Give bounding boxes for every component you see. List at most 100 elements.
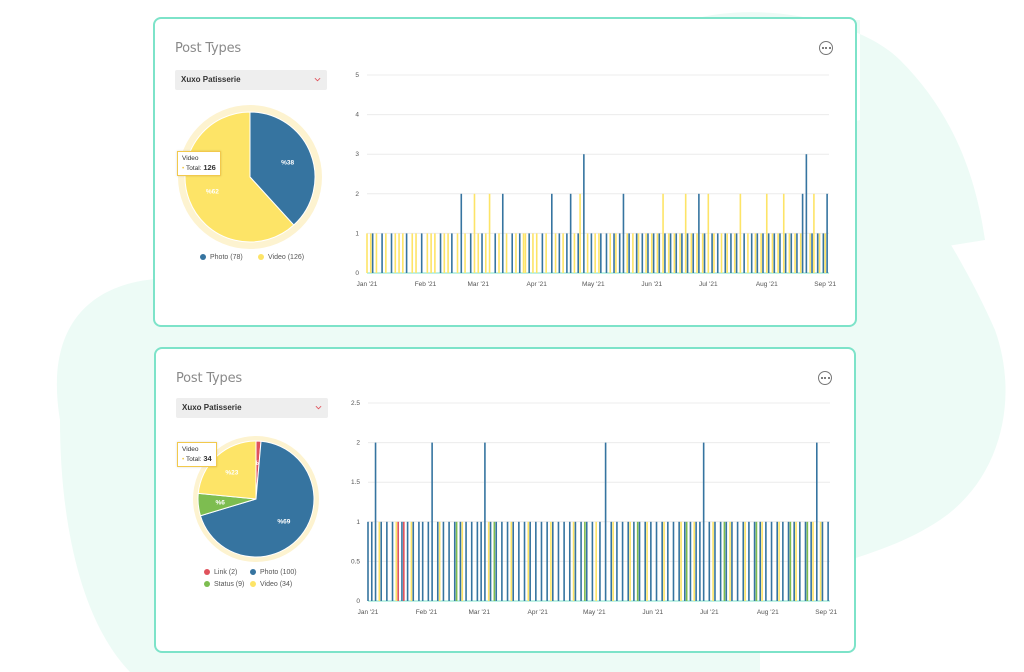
bar-photo[interactable] (647, 233, 649, 273)
bar-photo[interactable] (605, 233, 608, 273)
bar-photo[interactable] (401, 521, 403, 601)
bar-photo[interactable] (750, 233, 753, 273)
bar-photo[interactable] (765, 521, 767, 601)
bar-status[interactable] (685, 521, 688, 601)
bar-video[interactable] (579, 193, 581, 273)
bar-video[interactable] (782, 193, 785, 273)
bar-video[interactable] (402, 233, 404, 273)
bar-video[interactable] (629, 521, 631, 601)
bar-photo[interactable] (577, 233, 579, 273)
bar-video[interactable] (690, 233, 693, 273)
bar-photo[interactable] (826, 193, 828, 273)
bar-video[interactable] (426, 233, 429, 273)
bar-video[interactable] (726, 233, 728, 273)
bar-photo[interactable] (714, 521, 716, 601)
bar-photo[interactable] (816, 442, 818, 601)
bar-photo[interactable] (566, 233, 568, 273)
bar-photo[interactable] (776, 521, 778, 601)
bar-photo[interactable] (782, 521, 784, 601)
bar-photo[interactable] (494, 233, 497, 273)
bar-photo[interactable] (495, 521, 498, 601)
bar-photo[interactable] (412, 521, 415, 601)
bar-photo[interactable] (421, 521, 424, 601)
bar-photo[interactable] (374, 442, 377, 601)
bar-photo[interactable] (822, 233, 825, 273)
bar-video[interactable] (680, 521, 682, 601)
bar-photo[interactable] (743, 233, 745, 273)
bar-photo[interactable] (686, 233, 689, 273)
bar-photo[interactable] (557, 521, 560, 601)
bar-photo[interactable] (618, 233, 621, 273)
bar-photo[interactable] (748, 521, 750, 601)
bar-photo[interactable] (551, 193, 553, 273)
bar-photo[interactable] (569, 193, 572, 273)
bar-video[interactable] (498, 233, 500, 273)
bar-link[interactable] (403, 521, 405, 601)
bar-photo[interactable] (804, 521, 807, 601)
bar-photo[interactable] (627, 521, 630, 601)
bar-video[interactable] (434, 233, 436, 273)
bar-video[interactable] (554, 233, 557, 273)
bar-video[interactable] (487, 521, 490, 601)
pie-slice-photo[interactable] (199, 440, 315, 558)
bar-video[interactable] (477, 233, 480, 273)
bar-photo[interactable] (821, 521, 824, 601)
bar-video[interactable] (378, 521, 381, 601)
bar-photo[interactable] (810, 521, 812, 601)
bar-photo[interactable] (511, 233, 513, 273)
bar-photo[interactable] (380, 521, 382, 601)
bar-photo[interactable] (652, 233, 655, 273)
bar-video[interactable] (415, 233, 417, 273)
bar-photo[interactable] (770, 521, 773, 601)
bar-photo[interactable] (552, 521, 554, 601)
bar-video[interactable] (747, 233, 749, 273)
bar-video[interactable] (818, 233, 821, 273)
bar-photo[interactable] (773, 233, 776, 273)
bar-video[interactable] (760, 233, 762, 273)
bar-video[interactable] (488, 193, 491, 273)
bar-photo[interactable] (672, 521, 675, 601)
bar-photo[interactable] (724, 233, 727, 273)
bar-photo[interactable] (695, 521, 697, 601)
bar-video[interactable] (632, 233, 634, 273)
bar-photo[interactable] (465, 521, 467, 601)
bar-video[interactable] (794, 233, 796, 273)
bar-video[interactable] (595, 521, 597, 601)
bar-photo[interactable] (827, 521, 829, 601)
bar-photo[interactable] (600, 233, 602, 273)
bar-video[interactable] (799, 233, 802, 273)
bar-photo[interactable] (453, 521, 456, 601)
bar-photo[interactable] (708, 521, 711, 601)
bar-photo[interactable] (568, 521, 571, 601)
bar-photo[interactable] (484, 442, 486, 601)
bar-photo[interactable] (604, 442, 607, 601)
bar-photo[interactable] (703, 233, 706, 273)
bar-video[interactable] (707, 193, 710, 273)
bar-video[interactable] (598, 233, 600, 273)
bar-video[interactable] (701, 233, 704, 273)
bar-photo[interactable] (460, 193, 463, 273)
bar-photo[interactable] (489, 521, 492, 601)
bar-video[interactable] (673, 233, 676, 273)
bar-photo[interactable] (684, 521, 686, 601)
bar-photo[interactable] (742, 521, 745, 601)
bar-photo[interactable] (667, 521, 669, 601)
bar-link[interactable] (397, 521, 399, 601)
bar-status[interactable] (723, 521, 726, 601)
legend-item-status[interactable]: Status (9) (204, 581, 244, 588)
bar-video[interactable] (586, 233, 589, 273)
bar-video[interactable] (645, 233, 647, 273)
bar-photo[interactable] (756, 233, 759, 273)
bar-photo[interactable] (390, 233, 393, 273)
bar-video[interactable] (615, 233, 617, 273)
bar-video[interactable] (765, 193, 768, 273)
bar-video[interactable] (696, 233, 698, 273)
bar-video[interactable] (443, 233, 446, 273)
bar-photo[interactable] (481, 233, 483, 273)
bar-video[interactable] (646, 521, 648, 601)
bar-photo[interactable] (436, 521, 439, 601)
bar-photo[interactable] (591, 521, 594, 601)
bar-photo[interactable] (689, 521, 692, 601)
bar-photo[interactable] (664, 233, 666, 273)
bar-video[interactable] (693, 521, 696, 601)
